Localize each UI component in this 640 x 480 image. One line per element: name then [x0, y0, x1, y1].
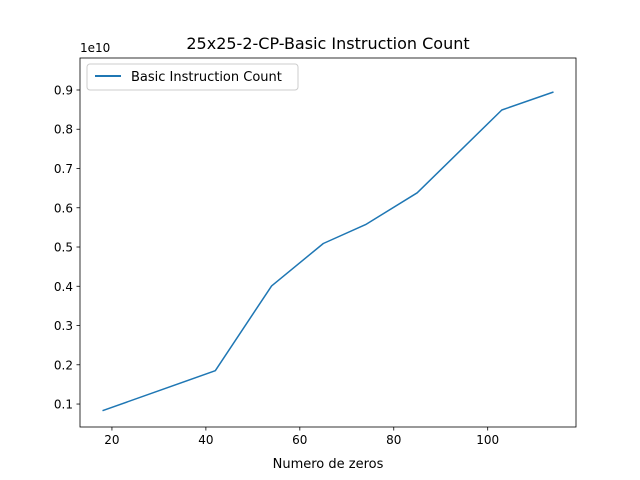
y-tick-label: 0.8 [54, 123, 73, 137]
y-tick-label: 0.2 [54, 358, 73, 372]
x-tick-label: 60 [292, 433, 307, 447]
plot-area [79, 57, 577, 428]
legend-label: Basic Instruction Count [131, 70, 282, 85]
chart-title: 25x25-2-CP-Basic Instruction Count [186, 34, 469, 53]
y-tick-label: 0.9 [54, 83, 73, 97]
y-tick-label: 0.6 [54, 201, 73, 215]
y-axis-ticks: 0.1 0.2 0.3 0.4 0.5 0.6 0.7 0.8 0.9 [54, 83, 80, 412]
x-axis-label: Numero de zeros [273, 457, 384, 472]
x-axis-ticks: 20 40 60 80 100 [104, 427, 499, 447]
x-tick-label: 80 [386, 433, 401, 447]
y-tick-label: 0.4 [54, 280, 73, 294]
x-tick-label: 20 [104, 433, 119, 447]
y-tick-label: 0.7 [54, 162, 73, 176]
x-tick-label: 40 [198, 433, 213, 447]
y-tick-label: 0.3 [54, 319, 73, 333]
y-offset-label: 1e10 [80, 41, 110, 55]
y-tick-label: 0.5 [54, 241, 73, 255]
plot-frame [79, 57, 577, 428]
legend: Basic Instruction Count [86, 63, 299, 91]
series-line-0 [102, 91, 554, 412]
x-tick-label: 100 [476, 433, 499, 447]
y-tick-label: 0.1 [54, 398, 73, 412]
legend-box [86, 63, 299, 91]
